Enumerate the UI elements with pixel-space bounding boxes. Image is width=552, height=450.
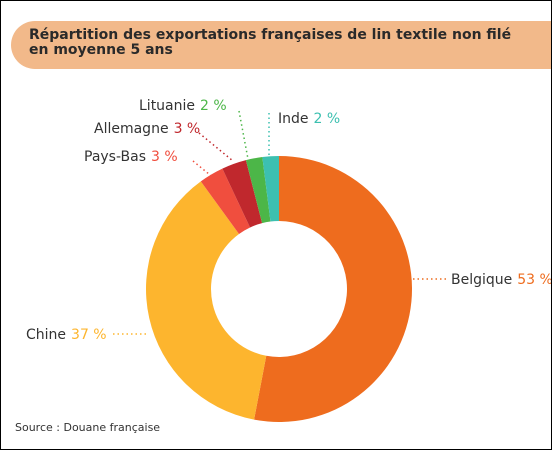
chart-title-line: Répartition des exportations françaises … — [29, 27, 511, 43]
value-label: 3 % — [151, 149, 178, 165]
slice-label: Chine 37 % — [26, 327, 107, 343]
value-label: 2 % — [200, 98, 227, 114]
category-name: Chine — [26, 327, 66, 343]
chart-title: Répartition des exportations françaises … — [29, 27, 516, 58]
category-name: Pays-Bas — [84, 149, 146, 165]
slice-label: Belgique 53 % — [451, 272, 551, 288]
slice-label: Allemagne 3 % — [94, 121, 200, 137]
chart-title-line: en moyenne 5 ans — [29, 42, 173, 58]
title-banner — [11, 21, 551, 69]
source: Source : Douane française — [15, 421, 160, 434]
donut-slice — [245, 157, 271, 224]
category-name: Lituanie — [139, 98, 195, 114]
category-name: Belgique — [451, 272, 512, 288]
leader-line — [238, 110, 249, 160]
donut-slice — [262, 156, 279, 222]
donut-slice — [200, 168, 251, 234]
value-label: 53 % — [517, 272, 551, 288]
category-name: Inde — [278, 111, 309, 127]
donut-slice — [146, 181, 267, 420]
slice-label: Inde 2 % — [278, 111, 340, 127]
slice-label: Pays-Bas 3 % — [84, 149, 178, 165]
value-label: 3 % — [174, 121, 201, 137]
donut-slice — [254, 156, 413, 422]
donut-slice — [222, 160, 263, 228]
value-label: 37 % — [71, 327, 107, 343]
value-label: 2 % — [314, 111, 341, 127]
slice-label: Lituanie 2 % — [139, 98, 227, 114]
leader-line — [198, 132, 234, 162]
category-name: Allemagne — [94, 121, 169, 137]
leader-line — [192, 160, 216, 180]
